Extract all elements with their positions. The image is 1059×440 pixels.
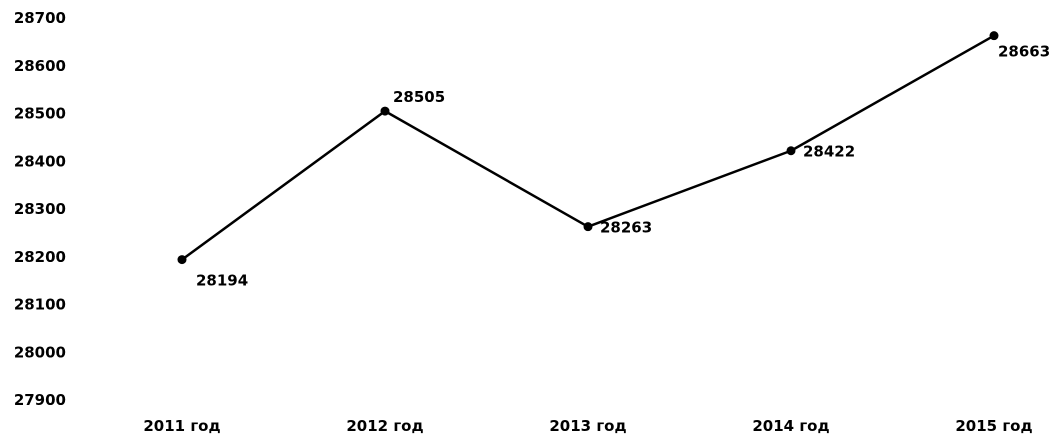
data-point-marker	[583, 222, 593, 232]
data-point-marker	[380, 106, 390, 116]
series-group	[177, 31, 999, 265]
data-label: 28194	[196, 272, 248, 290]
y-axis-tick-labels: 27900 28000 28100 28200 28300 28400 28500 28600…	[14, 9, 66, 409]
data-label: 28263	[600, 219, 652, 237]
x-tick-label: 2015 год	[955, 417, 1032, 435]
data-point-marker	[177, 255, 187, 265]
y-tick-label: 28600	[14, 57, 66, 75]
data-label-group: 28194 28505 28263 28422 28663	[196, 43, 1050, 290]
data-label: 28663	[998, 43, 1050, 61]
data-point-marker	[786, 146, 796, 156]
data-point-marker	[989, 31, 999, 41]
y-tick-label: 28500	[14, 105, 66, 123]
y-tick-label: 28000	[14, 343, 66, 361]
data-label: 28505	[393, 88, 445, 106]
y-tick-label: 27900	[14, 391, 66, 409]
y-tick-label: 28700	[14, 9, 66, 27]
x-tick-label: 2012 год	[346, 417, 423, 435]
x-tick-label: 2013 год	[549, 417, 626, 435]
y-tick-label: 28300	[14, 200, 66, 218]
x-tick-label: 2011 год	[143, 417, 220, 435]
y-tick-label: 28200	[14, 248, 66, 266]
x-tick-label: 2014 год	[752, 417, 829, 435]
data-label: 28422	[803, 143, 855, 161]
x-axis-tick-labels: 2011 год 2012 год 2013 год 2014 год 2015 год	[143, 417, 1032, 435]
y-tick-label: 28100	[14, 296, 66, 314]
y-tick-label: 28400	[14, 152, 66, 170]
